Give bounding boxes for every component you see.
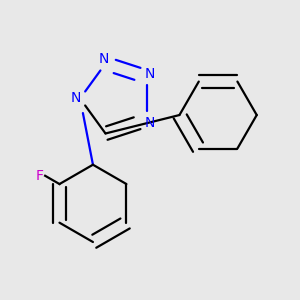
Text: F: F [35,169,43,183]
Text: N: N [145,67,155,81]
Text: N: N [145,116,155,130]
Text: N: N [70,92,81,106]
Text: N: N [99,52,109,66]
